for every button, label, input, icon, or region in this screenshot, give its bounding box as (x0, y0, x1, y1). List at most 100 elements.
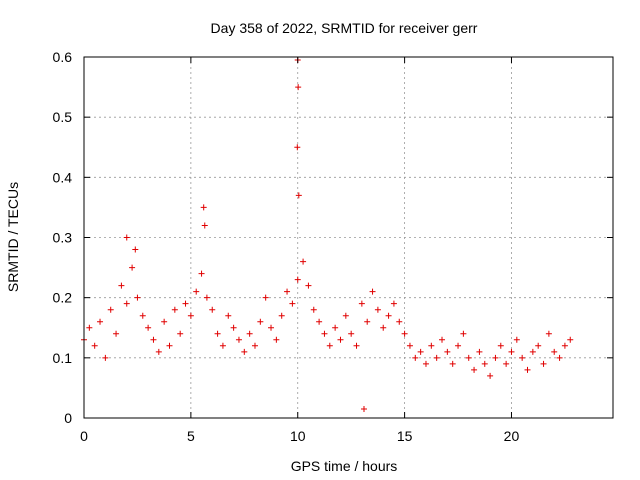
data-point (508, 348, 515, 355)
x-axis-label: GPS time / hours (291, 458, 398, 474)
data-point (492, 354, 499, 361)
data-point (567, 336, 574, 343)
data-point (380, 324, 387, 331)
data-point (284, 288, 291, 295)
x-tick-label: 0 (80, 428, 88, 444)
data-point (412, 354, 419, 361)
data-point (225, 312, 232, 319)
data-point (91, 342, 98, 349)
data-point (129, 264, 136, 271)
data-point (209, 306, 216, 313)
data-point (465, 354, 472, 361)
data-point (97, 318, 104, 325)
data-point (257, 318, 264, 325)
data-point (497, 342, 504, 349)
data-point (513, 336, 520, 343)
data-point (487, 372, 494, 379)
data-point (422, 360, 429, 367)
y-tick-label: 0.1 (53, 350, 73, 366)
data-point (273, 336, 280, 343)
data-point (300, 258, 307, 265)
data-point (529, 348, 536, 355)
data-point (358, 300, 365, 307)
data-point (241, 348, 248, 355)
data-point (481, 360, 488, 367)
data-point (439, 336, 446, 343)
y-tick-label: 0 (64, 410, 72, 426)
data-point (535, 342, 542, 349)
data-point (107, 306, 114, 313)
data-point (406, 342, 413, 349)
data-points (81, 57, 574, 412)
data-point (337, 336, 344, 343)
data-point (177, 330, 184, 337)
data-point (401, 330, 408, 337)
data-point (316, 318, 323, 325)
data-point (342, 312, 349, 319)
data-point (86, 324, 93, 331)
data-point (545, 330, 552, 337)
y-tick-label: 0.2 (53, 290, 73, 306)
data-point (428, 342, 435, 349)
data-point (385, 312, 392, 319)
data-point (203, 294, 210, 301)
y-tick-label: 0.3 (53, 230, 73, 246)
chart-title: Day 358 of 2022, SRMTID for receiver ger… (211, 20, 478, 36)
axis-ticks: 0 0.1 0.2 0.3 0.4 0.5 0.6 0 5 10 15 20 (53, 49, 613, 444)
x-tick-label: 15 (397, 428, 413, 444)
data-point (155, 348, 162, 355)
grid-lines (84, 57, 613, 418)
data-point (540, 360, 547, 367)
data-point (310, 306, 317, 313)
data-point (460, 330, 467, 337)
x-tick-label: 5 (187, 428, 195, 444)
data-point (219, 342, 226, 349)
data-point (294, 276, 301, 283)
data-point (166, 342, 173, 349)
data-point (561, 342, 568, 349)
data-point (289, 300, 296, 307)
data-point (556, 354, 563, 361)
data-point (134, 294, 141, 301)
data-point (278, 312, 285, 319)
data-point (305, 282, 312, 289)
data-point (390, 300, 397, 307)
data-point (113, 330, 120, 337)
data-point (200, 204, 207, 211)
data-point (145, 324, 152, 331)
data-point (348, 330, 355, 337)
data-point (161, 318, 168, 325)
data-point (230, 324, 237, 331)
data-point (246, 330, 253, 337)
data-point (102, 354, 109, 361)
data-point (471, 366, 478, 373)
data-point (182, 300, 189, 307)
data-point (444, 348, 451, 355)
y-tick-label: 0.4 (53, 169, 73, 185)
data-point (396, 318, 403, 325)
data-point (449, 360, 456, 367)
data-point (118, 282, 125, 289)
data-point (433, 354, 440, 361)
data-point (201, 222, 208, 229)
data-point (198, 270, 205, 277)
data-point (193, 288, 200, 295)
y-tick-label: 0.5 (53, 109, 73, 125)
data-point (214, 330, 221, 337)
data-point (123, 300, 130, 307)
data-point (417, 348, 424, 355)
data-point (360, 405, 367, 412)
data-point (132, 246, 139, 253)
data-point (332, 324, 339, 331)
data-point (171, 306, 178, 313)
data-point (187, 312, 194, 319)
x-tick-label: 20 (504, 428, 520, 444)
data-point (150, 336, 157, 343)
data-point (476, 348, 483, 355)
data-point (326, 342, 333, 349)
x-tick-label: 10 (290, 428, 306, 444)
data-point (364, 318, 371, 325)
data-point (374, 306, 381, 313)
data-point (519, 354, 526, 361)
